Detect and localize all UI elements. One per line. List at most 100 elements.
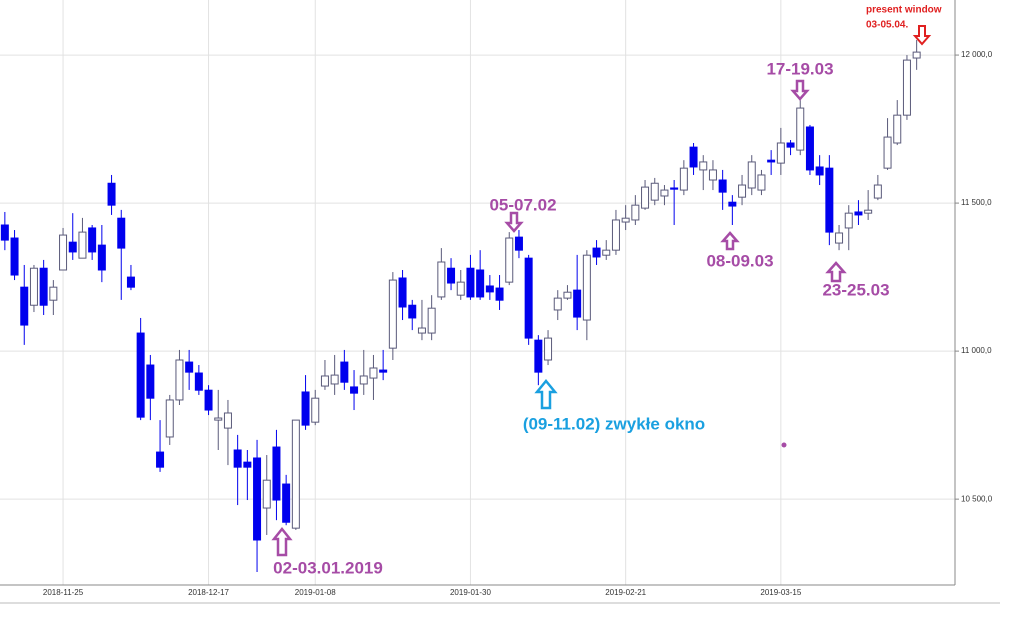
candle-body bbox=[825, 167, 834, 233]
candle-body bbox=[718, 179, 727, 193]
annotation: present window bbox=[866, 5, 942, 16]
candle-body bbox=[505, 237, 514, 283]
candle-body bbox=[214, 417, 223, 421]
candle-body bbox=[223, 412, 232, 429]
candle-body bbox=[233, 449, 242, 468]
candles bbox=[0, 39, 921, 572]
candle-body bbox=[611, 219, 620, 251]
arrow bbox=[912, 25, 932, 46]
annotation: 08-09.03 bbox=[706, 251, 773, 270]
candle-body bbox=[873, 184, 882, 199]
candle-body bbox=[524, 257, 533, 339]
candle-body bbox=[747, 161, 756, 189]
candle-body bbox=[68, 241, 77, 253]
candle-body bbox=[602, 249, 611, 256]
candle-body bbox=[767, 159, 776, 163]
candle-body bbox=[815, 166, 824, 176]
y-tick-label: 12 000,0 bbox=[961, 50, 993, 59]
candle-body bbox=[194, 372, 203, 391]
candle-body bbox=[544, 337, 553, 361]
candle-body bbox=[97, 244, 106, 271]
candle-body bbox=[388, 279, 397, 349]
candle-body bbox=[883, 136, 892, 169]
candle-body bbox=[350, 386, 359, 394]
candle-body bbox=[738, 184, 747, 198]
candle-body bbox=[0, 224, 9, 241]
candle-body bbox=[689, 146, 698, 168]
candle-body bbox=[835, 232, 844, 244]
candle-body bbox=[631, 204, 640, 221]
candle-body bbox=[262, 479, 271, 509]
candle-body bbox=[165, 399, 174, 438]
annotation: 23-25.03 bbox=[822, 280, 889, 299]
candle-body bbox=[495, 287, 504, 301]
candle-body bbox=[728, 201, 737, 207]
candle-body bbox=[699, 161, 708, 171]
y-tick-label: 11 500,0 bbox=[961, 198, 992, 207]
candle-body bbox=[282, 483, 291, 523]
candle-body bbox=[398, 277, 407, 308]
arrow bbox=[720, 231, 740, 251]
y-tick-label: 11 000,0 bbox=[961, 346, 992, 355]
candle-body bbox=[805, 126, 814, 171]
candle-body bbox=[359, 375, 368, 385]
candle-body bbox=[485, 285, 494, 293]
candle-body bbox=[660, 189, 669, 197]
candle-body bbox=[379, 369, 388, 373]
candle-body bbox=[20, 286, 29, 326]
x-tick-label: 2019-03-15 bbox=[760, 588, 801, 597]
x-tick-label: 2018-12-17 bbox=[188, 588, 229, 597]
arrow bbox=[534, 379, 558, 410]
annotation: (09-11.02) zwykłe okno bbox=[523, 414, 705, 433]
candle-body bbox=[59, 234, 68, 271]
candle-body bbox=[534, 339, 543, 373]
candle-body bbox=[49, 286, 58, 301]
x-tick-label: 2019-01-08 bbox=[295, 588, 336, 597]
candle-body bbox=[369, 367, 378, 379]
candle-body bbox=[175, 359, 184, 401]
grid bbox=[0, 0, 955, 585]
candle-body bbox=[476, 269, 485, 298]
candle-body bbox=[641, 186, 650, 209]
candle-body bbox=[902, 59, 911, 116]
candle-body bbox=[29, 267, 38, 306]
candle-body bbox=[893, 114, 902, 144]
annotation: 17-19.03 bbox=[766, 59, 833, 78]
candle-body bbox=[776, 142, 785, 164]
candle-body bbox=[204, 389, 213, 411]
dot bbox=[781, 442, 787, 448]
x-tick-label: 2019-01-30 bbox=[450, 588, 491, 597]
candle-body bbox=[185, 361, 194, 373]
candle-body bbox=[786, 142, 795, 148]
candle-body bbox=[408, 304, 417, 319]
arrow bbox=[504, 211, 524, 233]
candle-body bbox=[146, 364, 155, 399]
candle-body bbox=[243, 461, 252, 468]
candle-body bbox=[708, 169, 717, 181]
x-tick-label: 2019-02-21 bbox=[605, 588, 646, 597]
candle-body bbox=[301, 391, 310, 426]
candle-body bbox=[447, 267, 456, 284]
candle-body bbox=[796, 107, 805, 151]
arrow bbox=[825, 261, 847, 283]
candle-body bbox=[107, 182, 116, 206]
annotation: 02-03.01.2019 bbox=[273, 558, 383, 577]
candle-body bbox=[39, 267, 48, 306]
y-tick-label: 10 500,0 bbox=[961, 494, 993, 503]
candle-body bbox=[311, 397, 320, 423]
candle-body bbox=[679, 167, 688, 191]
candle-body bbox=[854, 211, 863, 216]
candle-body bbox=[340, 361, 349, 383]
candle-body bbox=[514, 236, 523, 251]
candle-body bbox=[553, 297, 562, 311]
candle-body bbox=[117, 217, 126, 249]
candle-body bbox=[272, 446, 281, 501]
candle-body bbox=[126, 276, 135, 288]
candle-body bbox=[291, 419, 300, 529]
candle-body bbox=[563, 291, 572, 299]
candle-body bbox=[650, 182, 659, 201]
candle-body bbox=[10, 237, 19, 276]
candle-body bbox=[253, 457, 262, 541]
